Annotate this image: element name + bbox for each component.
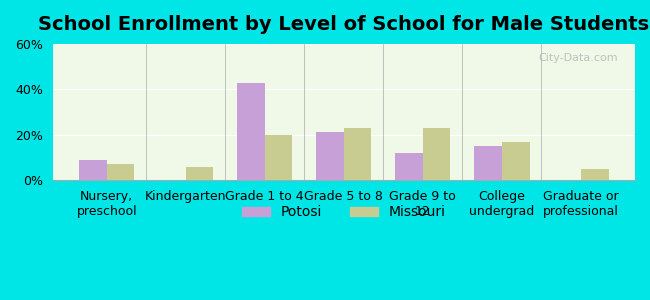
Bar [265, 135, 292, 180]
Bar [316, 133, 344, 180]
Bar [502, 142, 530, 180]
Bar [186, 167, 213, 180]
Bar [107, 164, 135, 180]
Legend: Potosi, Missouri: Potosi, Missouri [237, 200, 451, 225]
Bar [581, 169, 608, 180]
Bar [395, 153, 422, 180]
Bar [344, 128, 371, 180]
Title: School Enrollment by Level of School for Male Students: School Enrollment by Level of School for… [38, 15, 649, 34]
Bar [422, 128, 450, 180]
Bar [79, 160, 107, 180]
Bar [474, 146, 502, 180]
Bar [237, 82, 265, 180]
Text: City-Data.com: City-Data.com [538, 53, 617, 63]
